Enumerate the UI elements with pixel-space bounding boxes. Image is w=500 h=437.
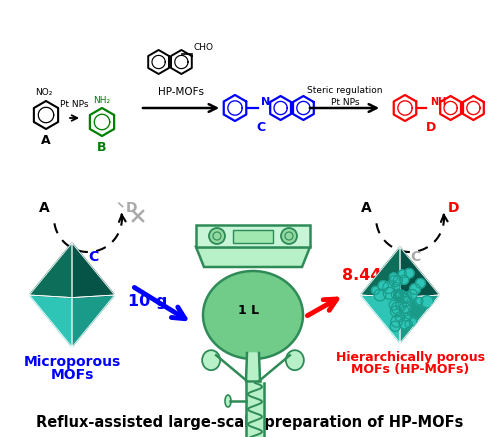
- Circle shape: [398, 270, 406, 277]
- Circle shape: [400, 275, 408, 284]
- Circle shape: [374, 289, 386, 301]
- Polygon shape: [224, 95, 246, 121]
- Text: NH₂: NH₂: [94, 96, 110, 105]
- Circle shape: [392, 282, 400, 290]
- Text: N: N: [261, 97, 270, 107]
- Polygon shape: [196, 247, 310, 267]
- Text: 8.44 g: 8.44 g: [342, 268, 398, 283]
- Text: D: D: [126, 201, 138, 215]
- Polygon shape: [360, 295, 400, 343]
- Text: C: C: [410, 250, 420, 264]
- Polygon shape: [463, 96, 484, 120]
- Ellipse shape: [202, 350, 220, 370]
- Text: HP-MOFs: HP-MOFs: [158, 87, 204, 97]
- Polygon shape: [400, 247, 440, 298]
- Text: D: D: [426, 121, 436, 134]
- Text: 10 g: 10 g: [128, 294, 168, 309]
- Polygon shape: [360, 247, 400, 298]
- Text: A: A: [41, 134, 51, 147]
- Circle shape: [400, 294, 410, 304]
- Polygon shape: [246, 353, 260, 381]
- Circle shape: [410, 284, 420, 295]
- Text: D: D: [448, 201, 460, 215]
- Circle shape: [399, 318, 410, 329]
- Circle shape: [390, 306, 402, 317]
- Circle shape: [402, 313, 410, 321]
- Polygon shape: [394, 95, 416, 121]
- Ellipse shape: [203, 271, 303, 359]
- Polygon shape: [440, 96, 461, 120]
- Ellipse shape: [225, 395, 231, 407]
- Circle shape: [394, 292, 404, 302]
- Circle shape: [209, 228, 225, 244]
- Text: NH: NH: [430, 97, 446, 107]
- Text: A: A: [39, 201, 50, 215]
- Text: C: C: [88, 250, 98, 264]
- Circle shape: [421, 296, 434, 308]
- Circle shape: [396, 291, 404, 299]
- Ellipse shape: [286, 350, 304, 370]
- Text: CHO: CHO: [194, 43, 214, 52]
- Polygon shape: [293, 96, 314, 120]
- Text: Pt NPs: Pt NPs: [331, 98, 359, 107]
- Text: C: C: [256, 121, 266, 134]
- Circle shape: [391, 316, 402, 327]
- Circle shape: [384, 287, 396, 299]
- Circle shape: [405, 320, 412, 328]
- Circle shape: [281, 228, 297, 244]
- Circle shape: [394, 276, 402, 285]
- Text: Reflux-assisted large-scale preparation of HP-MOFs: Reflux-assisted large-scale preparation …: [36, 415, 464, 430]
- Text: Pt NPs: Pt NPs: [60, 100, 88, 109]
- Circle shape: [394, 291, 402, 299]
- Polygon shape: [233, 230, 273, 243]
- Polygon shape: [30, 295, 72, 347]
- Circle shape: [383, 282, 394, 293]
- Circle shape: [404, 268, 414, 278]
- Text: B: B: [97, 141, 107, 154]
- Polygon shape: [400, 295, 440, 343]
- Circle shape: [390, 273, 398, 281]
- Circle shape: [400, 302, 410, 313]
- Polygon shape: [30, 243, 72, 298]
- Circle shape: [401, 296, 410, 306]
- Polygon shape: [270, 96, 291, 120]
- Circle shape: [372, 286, 380, 294]
- Circle shape: [396, 300, 406, 310]
- Circle shape: [396, 290, 406, 301]
- Circle shape: [390, 275, 401, 287]
- Polygon shape: [34, 101, 58, 129]
- Circle shape: [400, 306, 409, 316]
- Text: NO₂: NO₂: [36, 88, 52, 97]
- Circle shape: [390, 321, 400, 331]
- Polygon shape: [171, 50, 192, 74]
- Polygon shape: [72, 243, 114, 298]
- Circle shape: [402, 292, 411, 302]
- Circle shape: [378, 281, 388, 291]
- Circle shape: [389, 300, 399, 310]
- Polygon shape: [72, 295, 114, 347]
- Circle shape: [398, 292, 408, 302]
- Text: Steric regulation: Steric regulation: [307, 86, 383, 95]
- Circle shape: [392, 302, 404, 314]
- Polygon shape: [246, 383, 264, 437]
- Polygon shape: [90, 108, 114, 136]
- Circle shape: [394, 289, 403, 298]
- Circle shape: [416, 278, 425, 288]
- Text: Hierarchically porous: Hierarchically porous: [336, 351, 484, 364]
- Circle shape: [416, 298, 423, 305]
- Circle shape: [408, 289, 418, 299]
- Text: MOFs (HP-MOFs): MOFs (HP-MOFs): [351, 363, 469, 376]
- Circle shape: [392, 290, 400, 299]
- Polygon shape: [148, 50, 169, 74]
- Text: 1 L: 1 L: [238, 305, 260, 318]
- Text: Microporous: Microporous: [24, 355, 120, 369]
- Circle shape: [395, 312, 405, 322]
- Polygon shape: [196, 225, 310, 247]
- Text: MOFs: MOFs: [50, 368, 94, 382]
- Text: A: A: [361, 201, 372, 215]
- Circle shape: [410, 318, 417, 326]
